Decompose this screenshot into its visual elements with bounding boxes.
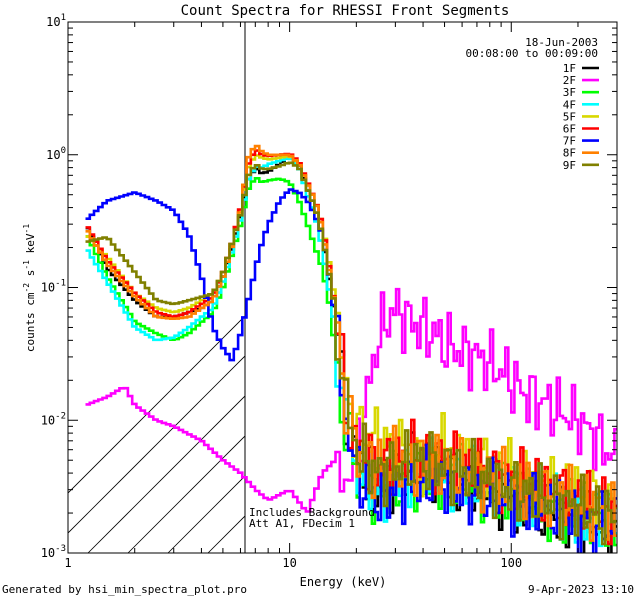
observation-date: 18-Jun-2003 xyxy=(525,36,598,49)
legend-label: 3F xyxy=(563,86,576,99)
series-line-6f xyxy=(85,149,617,546)
below-threshold-hatched-region xyxy=(68,0,640,553)
hatch-line xyxy=(87,395,245,553)
legend-label: 2F xyxy=(563,74,576,87)
y-tick-label: 10-2 xyxy=(41,411,66,427)
observation-time-range: 00:08:00 to 00:09:00 xyxy=(466,47,598,60)
legend-label: 1F xyxy=(563,62,576,75)
legend-label: 8F xyxy=(563,147,576,160)
legend-label: 4F xyxy=(563,98,576,111)
y-axis-label-exp: -1 xyxy=(22,260,31,270)
spectrum-series-group xyxy=(85,144,617,553)
annotation-attenuator: Att A1, FDecim 1 xyxy=(249,517,355,530)
x-tick-label: 1 xyxy=(64,556,71,570)
x-tick-label: 10 xyxy=(282,556,296,570)
y-axis-label: counts cm-2 s-1 keV-1 xyxy=(22,224,37,352)
y-tick-label: 10-1 xyxy=(41,279,66,295)
legend-label: 6F xyxy=(563,123,576,136)
hatch-line xyxy=(127,435,245,553)
x-axis-label: Energy (keV) xyxy=(300,575,387,589)
footer-generator: Generated by hsi_min_spectra_plot.pro xyxy=(2,583,248,596)
y-axis-label-exp: -2 xyxy=(22,283,31,293)
series-line-3f xyxy=(85,177,617,547)
y-tick-label: 101 xyxy=(46,13,66,29)
y-axis-label-part: counts cm xyxy=(24,292,37,352)
legend-label: 7F xyxy=(563,135,576,148)
y-axis-label-part: s xyxy=(24,270,37,283)
y-axis-label-exp: -1 xyxy=(22,224,31,234)
annotation-background: Includes Background xyxy=(249,506,375,519)
y-tick-label: 10-3 xyxy=(41,544,66,560)
y-axis-label-part: keV xyxy=(24,233,37,260)
hatch-line xyxy=(68,355,245,534)
y-axis: 10-3 10-2 10-1 100 101 xyxy=(41,13,617,560)
series-line-4f xyxy=(85,157,617,548)
legend-label: 9F xyxy=(563,159,576,172)
x-tick-label: 100 xyxy=(500,556,522,570)
footer-timestamp: 9-Apr-2023 13:10 xyxy=(528,583,634,596)
series-line-9f xyxy=(85,161,617,546)
series-line-1f xyxy=(85,155,617,553)
series-line-7f xyxy=(85,188,617,553)
y-tick-label: 100 xyxy=(46,146,66,162)
chart-title: Count Spectra for RHESSI Front Segments xyxy=(181,3,510,19)
hatch-line xyxy=(608,0,640,553)
series-line-2f xyxy=(85,287,617,513)
hatch-line xyxy=(68,315,245,494)
legend-label: 5F xyxy=(563,110,576,123)
x-axis: 1 10 100 xyxy=(64,22,618,570)
